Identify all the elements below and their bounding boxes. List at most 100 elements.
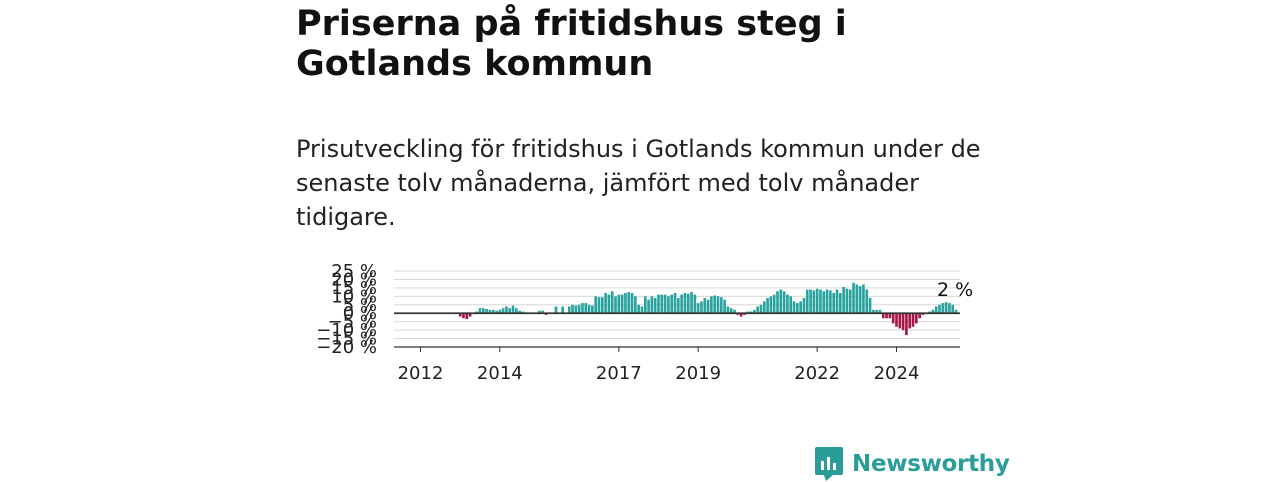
bar — [855, 284, 859, 314]
bar — [938, 304, 941, 314]
bar — [911, 313, 915, 327]
bar — [769, 296, 773, 314]
bar — [812, 290, 816, 314]
y-tick-label: 5 % — [343, 295, 377, 316]
bar — [891, 313, 895, 324]
bar — [951, 304, 955, 314]
bar — [670, 294, 674, 314]
bar — [858, 286, 862, 314]
bar — [495, 310, 498, 314]
bar — [594, 296, 598, 314]
bar — [710, 296, 713, 314]
bar — [686, 293, 690, 314]
bar — [610, 291, 614, 314]
bar — [954, 309, 958, 314]
bar — [796, 303, 799, 314]
bar — [541, 310, 545, 314]
bar — [762, 301, 766, 314]
bar — [620, 294, 624, 314]
x-tick-label: 2014 — [477, 363, 523, 384]
bar — [776, 291, 779, 314]
bar — [587, 304, 591, 314]
bar — [478, 308, 482, 314]
bar — [789, 296, 793, 314]
bar — [934, 306, 938, 314]
bar — [848, 289, 852, 314]
bar — [878, 309, 882, 314]
bar — [822, 291, 826, 314]
y-tick-label: 10 % — [331, 286, 377, 307]
bar — [505, 306, 508, 314]
bar — [733, 309, 736, 314]
y-tick-label: 20 % — [331, 269, 377, 290]
bar — [481, 308, 485, 314]
bar — [581, 303, 584, 314]
bar — [885, 313, 888, 319]
bar — [640, 306, 644, 314]
chart-title: Priserna på fritidshus steg i Gotlands k… — [296, 4, 847, 84]
bar — [663, 294, 667, 314]
bar — [653, 298, 657, 314]
bar — [696, 303, 700, 314]
bar — [617, 294, 621, 314]
y-tick-label: 25 % — [331, 261, 377, 282]
bar — [832, 292, 836, 314]
bar — [680, 294, 683, 314]
bar — [600, 297, 604, 314]
bar — [799, 301, 802, 314]
x-tick-label: 2024 — [874, 363, 920, 384]
bar — [729, 308, 733, 314]
bar — [898, 313, 902, 329]
last-value-annotation: 2 % — [937, 279, 973, 301]
bar — [723, 299, 726, 314]
bar — [829, 290, 832, 314]
bar — [759, 304, 763, 314]
bar — [458, 313, 462, 317]
bar — [875, 309, 878, 314]
bar — [901, 313, 905, 331]
bar — [462, 313, 465, 319]
bar — [739, 313, 743, 317]
bar — [498, 309, 502, 314]
bar — [805, 289, 809, 314]
bar — [719, 297, 723, 314]
newsworthy-logo: Newsworthy — [815, 446, 1010, 482]
bar — [567, 306, 571, 314]
bar — [838, 292, 842, 314]
bar — [726, 306, 730, 314]
bar — [888, 313, 892, 319]
y-tick-label: 0 % — [343, 303, 377, 324]
bar — [825, 289, 829, 314]
bar — [683, 292, 687, 314]
bar — [690, 292, 693, 314]
bar — [819, 289, 822, 314]
bar — [905, 313, 908, 336]
bar — [706, 299, 710, 314]
y-tick-label: 15 % — [331, 278, 377, 299]
bar — [511, 305, 515, 314]
bar — [591, 305, 594, 314]
bar — [772, 294, 776, 314]
bar — [604, 292, 607, 314]
bar — [753, 309, 756, 314]
bar — [647, 299, 650, 314]
bar — [571, 304, 574, 314]
bar — [614, 296, 617, 314]
bar — [703, 298, 707, 314]
y-tick-label: −15 % — [316, 329, 377, 350]
bar — [643, 296, 647, 314]
bar — [835, 289, 839, 314]
y-tick-label: −10 % — [316, 320, 377, 341]
bar — [607, 294, 611, 314]
bar — [852, 282, 855, 314]
bar — [468, 313, 472, 317]
bar — [657, 294, 660, 314]
bar — [845, 288, 849, 314]
bar — [716, 296, 720, 314]
bar — [673, 292, 677, 314]
x-tick-label: 2019 — [675, 363, 721, 384]
bar — [554, 306, 558, 314]
bar — [815, 288, 819, 314]
bar — [918, 313, 921, 319]
bar — [944, 302, 948, 314]
